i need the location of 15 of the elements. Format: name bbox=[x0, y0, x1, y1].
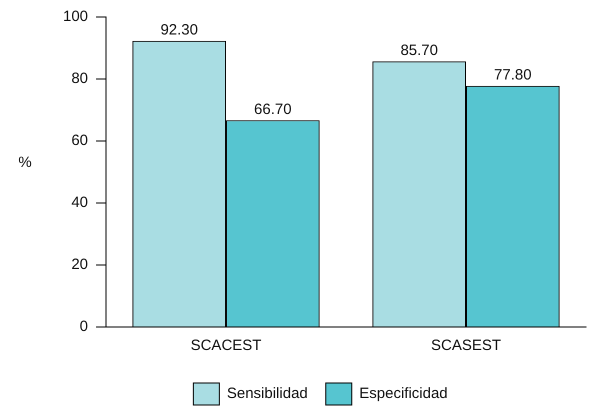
y-tick-label: 60 bbox=[71, 132, 88, 150]
data-label: 77.80 bbox=[494, 66, 532, 84]
data-label: 85.70 bbox=[400, 42, 438, 59]
y-tick-label: 40 bbox=[71, 194, 88, 212]
x-tick-label: SCASEST bbox=[430, 337, 502, 354]
x-tick-label: SCACEST bbox=[190, 337, 262, 354]
y-tick-label: 80 bbox=[71, 70, 88, 88]
y-tick-label: 100 bbox=[62, 8, 88, 26]
data-label: 66.70 bbox=[254, 100, 292, 118]
y-tick-label: 0 bbox=[80, 318, 88, 336]
legend-label: Sensibilidad bbox=[226, 385, 308, 402]
y-axis-title: % bbox=[18, 154, 32, 171]
legend-label: Especificidad bbox=[359, 385, 448, 402]
y-tick-label: 20 bbox=[71, 256, 88, 274]
data-label: 92.30 bbox=[160, 22, 198, 39]
